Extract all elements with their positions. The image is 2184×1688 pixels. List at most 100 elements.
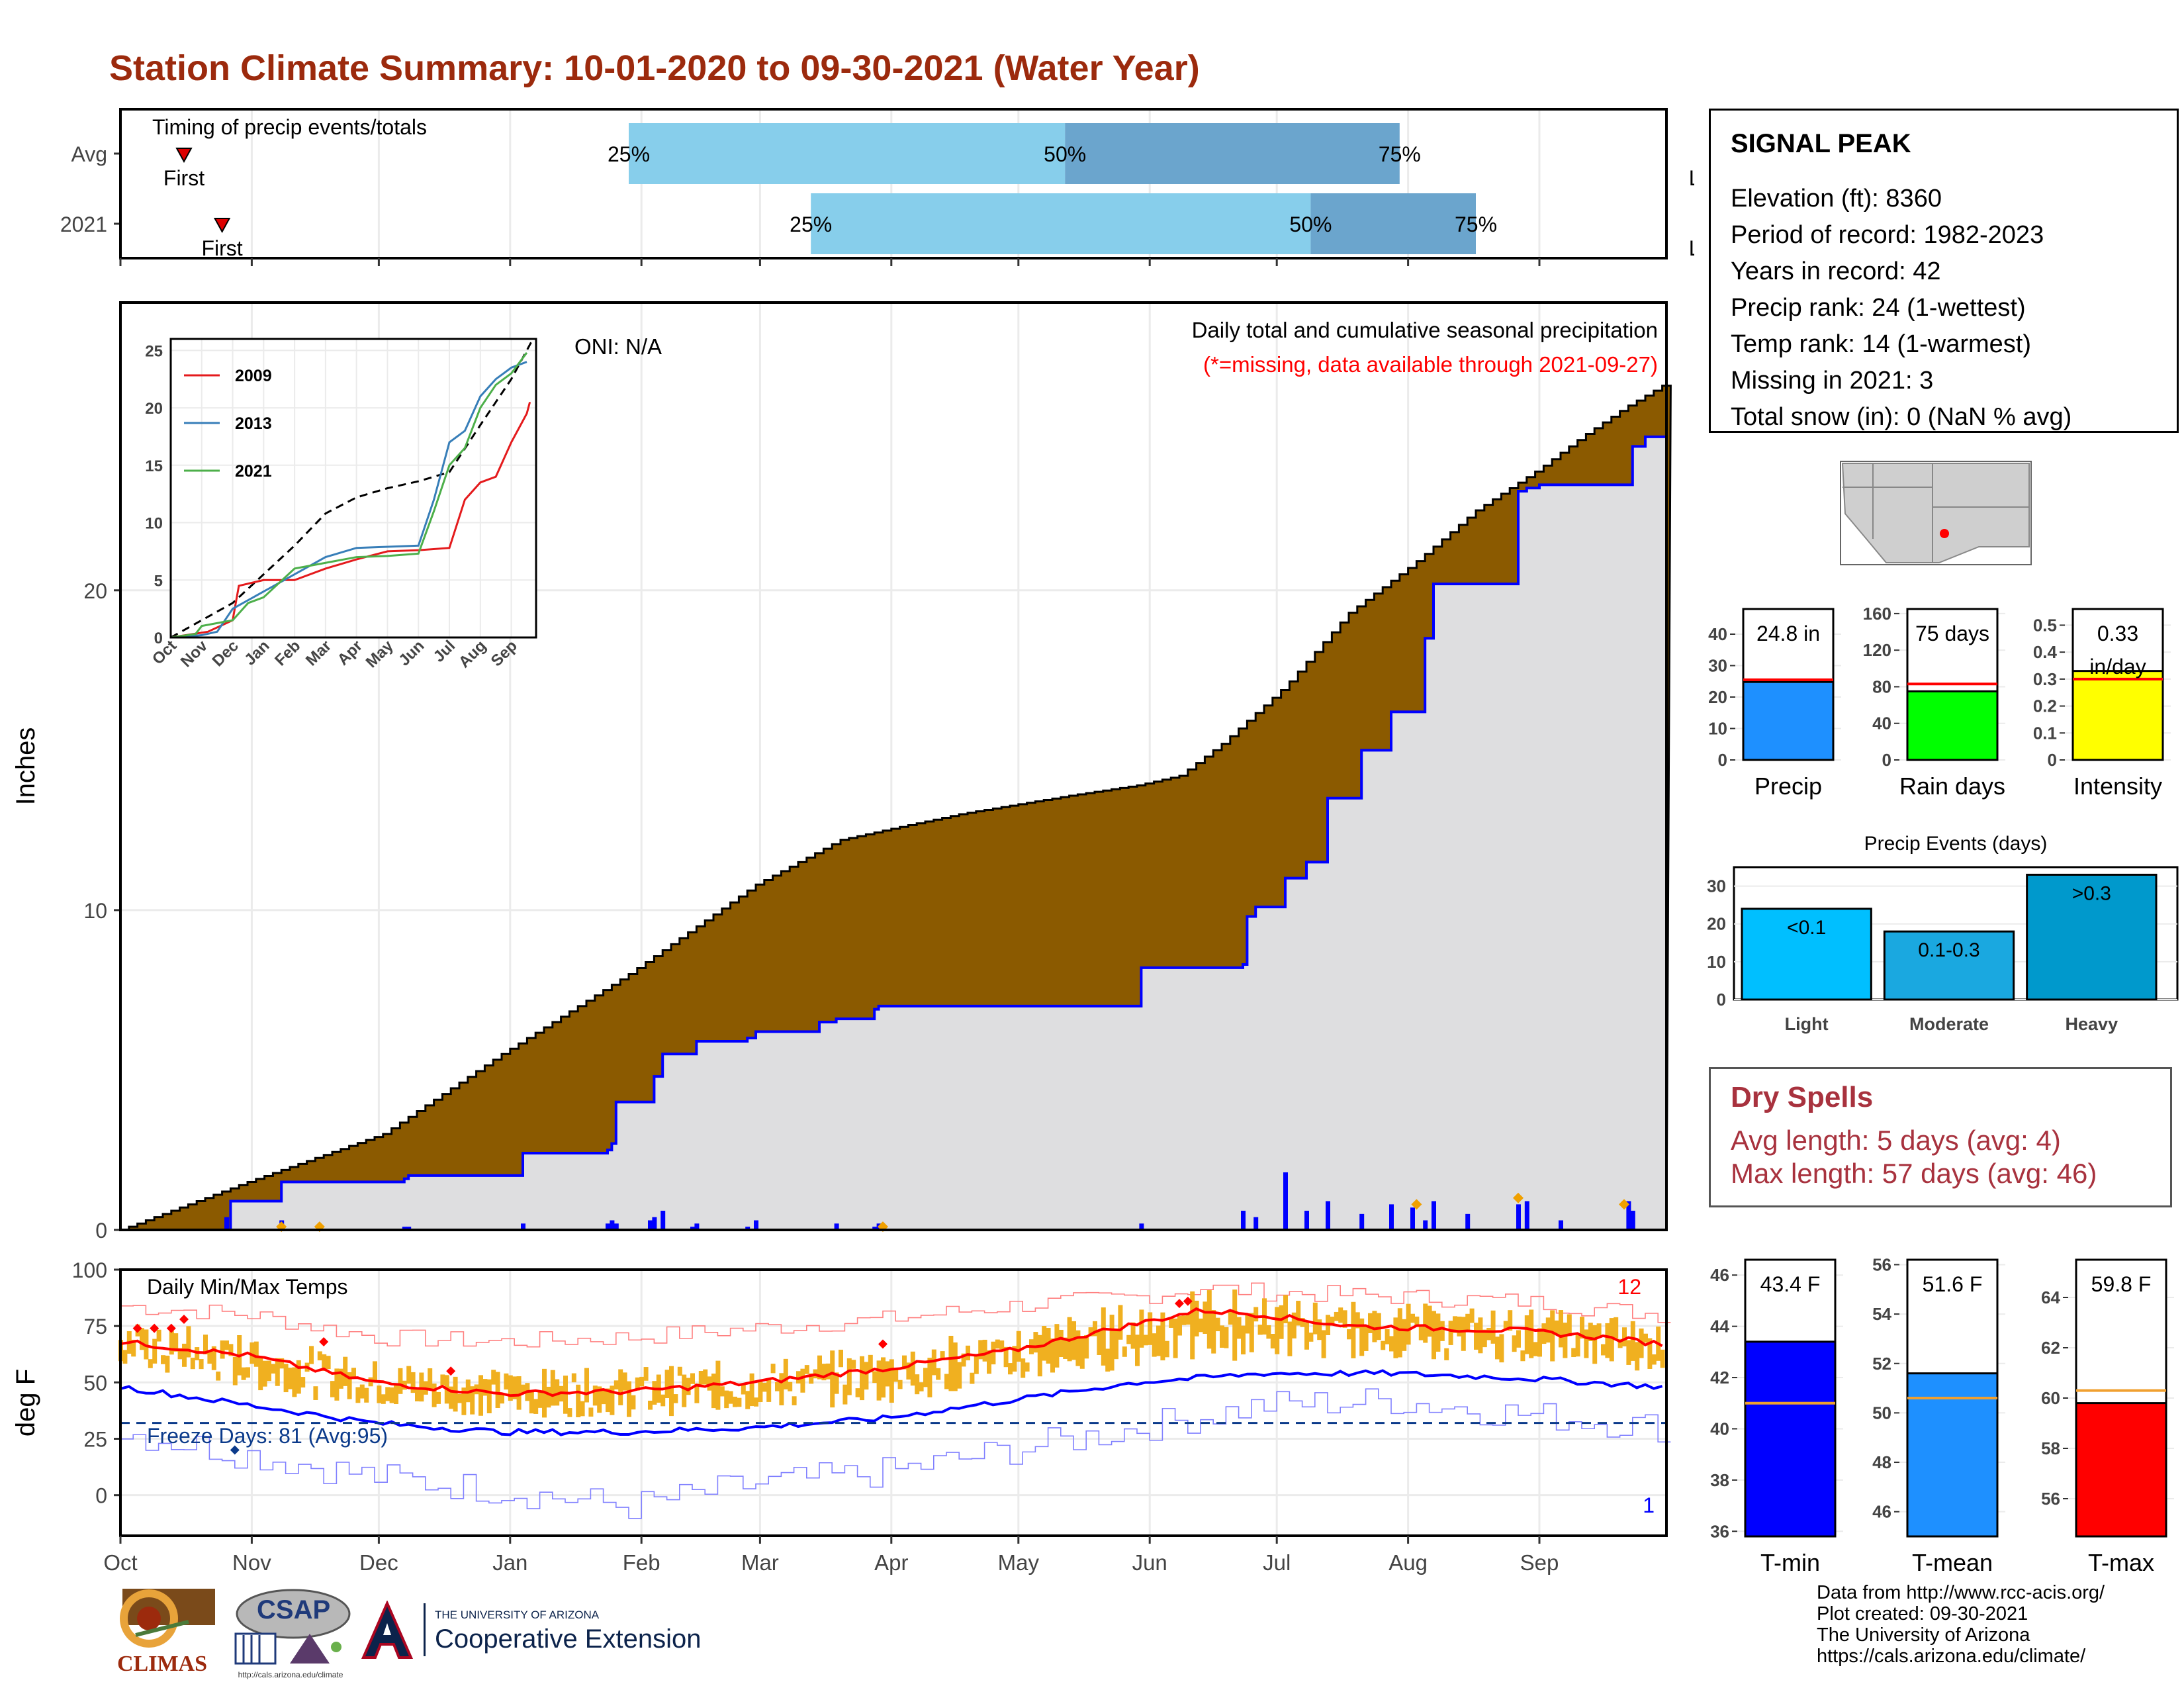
temp-daily-range-bar — [860, 1356, 864, 1401]
temp-daily-range-bar — [1199, 1318, 1203, 1333]
temp-daily-range-bar — [948, 1335, 954, 1391]
record-high-count: 12 — [1617, 1275, 1641, 1299]
temp-daily-range-bar — [1617, 1338, 1623, 1348]
small-bar-chart: 46 48 50 52 54 56 51.6 F T-mean — [1872, 1254, 2005, 1576]
month-label: Mar — [741, 1550, 779, 1575]
temp-daily-range-bar — [1563, 1323, 1568, 1358]
temp-record-high-marker — [132, 1323, 142, 1333]
temp-ytick-label: 100 — [72, 1258, 107, 1282]
temp-daily-range-bar — [1177, 1315, 1182, 1336]
credits: Data from http://www.rcc-acis.org/ Plot … — [1817, 1582, 2105, 1667]
small-bar-ytick-label: 58 — [2041, 1438, 2060, 1458]
timing-bar-25-50 — [811, 193, 1311, 254]
temp-record-high-marker — [878, 1339, 887, 1349]
small-bar-value — [1906, 690, 1999, 761]
temp-daily-range-bar — [377, 1385, 382, 1403]
temp-daily-range-bar — [1220, 1325, 1224, 1348]
temp-daily-range-bar — [1499, 1334, 1504, 1363]
precip-daily-bar — [690, 1227, 695, 1230]
page-title: Station Climate Summary: 10-01-2020 to 0… — [109, 48, 1200, 88]
ua-main-text: Cooperative Extension — [435, 1624, 702, 1654]
temp-daily-range-bar — [906, 1362, 911, 1380]
temp-daily-range-bar — [783, 1358, 788, 1389]
inset-ytick-label: 0 — [154, 630, 163, 647]
csap-url: http://cals.arizona.edu/climate — [238, 1670, 343, 1679]
temp-daily-range-bar — [610, 1385, 615, 1415]
precip-events-category: Heavy — [2066, 1014, 2118, 1034]
climas-emblem-icon — [120, 1589, 215, 1648]
temp-daily-range-bar — [719, 1386, 725, 1397]
timing-p75-label: 75% — [1455, 212, 1497, 236]
temp-daily-range-bar — [830, 1350, 835, 1408]
station-location-marker — [1940, 529, 1949, 538]
temp-daily-range-bar — [889, 1359, 894, 1403]
temp-daily-range-bar — [1427, 1305, 1432, 1337]
small-bar-ytick-label: 0 — [1718, 750, 1727, 770]
temp-daily-range-bar — [639, 1376, 645, 1387]
temp-daily-range-bar — [1279, 1305, 1284, 1339]
small-bar-ytick-label: 56 — [1872, 1254, 1891, 1274]
inset-series-line — [170, 352, 528, 639]
temp-daily-range-bar — [606, 1388, 610, 1413]
temp-daily-range-bar — [1075, 1330, 1081, 1366]
temp-daily-range-bar — [749, 1373, 754, 1407]
temp-daily-range-bar — [995, 1339, 1000, 1349]
precip-daily-bar — [1432, 1201, 1436, 1230]
inset-ytick-label: 10 — [145, 515, 163, 533]
oni-label: ONI: N/A — [574, 334, 662, 359]
main-chart-area: Timing of precip events/totals Avg 25% 50% 7… — [11, 108, 1694, 1575]
temp-daily-range-bar — [1351, 1301, 1356, 1358]
temp-daily-range-bar — [182, 1343, 187, 1367]
temp-daily-range-bar — [999, 1340, 1005, 1350]
temp-daily-range-bar — [1312, 1302, 1318, 1335]
temp-daily-range-bar — [288, 1368, 293, 1389]
temp-daily-range-bar — [770, 1364, 776, 1374]
timing-p50-label: 50% — [1044, 142, 1086, 166]
temp-daily-range-bar — [186, 1326, 191, 1358]
csap-logo: CSAP http://cals.arizona.edu/climate — [230, 1587, 351, 1680]
temp-daily-range-bar — [1101, 1307, 1106, 1366]
temp-daily-range-bar — [1330, 1317, 1335, 1326]
temp-daily-range-bar — [1033, 1332, 1038, 1353]
temp-daily-range-bar — [1453, 1316, 1457, 1333]
precip-events-bar-label: <0.1 — [1787, 917, 1826, 939]
temp-daily-range-bar — [317, 1351, 322, 1361]
small-bar-value-label: 75 days — [1915, 622, 1989, 645]
temp-daily-range-bar — [809, 1373, 814, 1384]
month-label: Jun — [1132, 1550, 1167, 1575]
month-label: May — [998, 1550, 1040, 1575]
temp-daily-range-bar — [940, 1351, 945, 1360]
precip-observed-area — [120, 436, 1666, 1230]
precip-daily-bar — [1359, 1213, 1365, 1230]
temp-daily-range-bar — [1215, 1317, 1220, 1332]
temp-daily-range-bar — [1516, 1330, 1521, 1348]
temp-daily-range-bar — [1079, 1338, 1085, 1369]
temp-daily-range-bar — [788, 1382, 793, 1391]
temp-daily-range-bar — [893, 1368, 899, 1382]
temp-daily-range-bar — [1410, 1313, 1415, 1323]
timing-last-label: Last — [1689, 236, 1694, 260]
precip-daily-bar — [694, 1223, 700, 1230]
temp-daily-range-bar — [398, 1368, 403, 1394]
temp-daily-range-bar — [733, 1396, 737, 1407]
temp-daily-range-bar — [555, 1379, 560, 1406]
precip-ylabel: Inches — [11, 727, 40, 806]
temp-daily-range-bar — [846, 1358, 852, 1395]
temp-daily-range-bar — [821, 1364, 827, 1381]
precip-daily-bar — [1626, 1201, 1631, 1230]
temp-daily-range-bar — [1024, 1362, 1030, 1372]
credit-line-url: https://cals.arizona.edu/climate/ — [1817, 1646, 2086, 1667]
temp-panel-label: Daily Min/Max Temps — [147, 1275, 347, 1299]
precip-daily-bar — [1304, 1211, 1309, 1230]
precip-daily-bar — [834, 1223, 839, 1230]
temp-daily-range-bar — [131, 1339, 136, 1357]
temp-daily-range-bar — [381, 1394, 386, 1404]
temp-daily-range-bar — [1114, 1329, 1118, 1360]
temp-daily-range-bar — [177, 1348, 183, 1360]
precip-events-chart: Precip Events (days) 0 10 20 30 <0.1 Light 0.1-… — [1707, 833, 2179, 1034]
temp-daily-range-bar — [199, 1359, 204, 1370]
timing-bar-50-75 — [1310, 193, 1476, 254]
temp-daily-range-bar — [1338, 1307, 1343, 1323]
dry-spells-avg: Avg length: 5 days (avg: 4) — [1731, 1125, 2061, 1156]
timing-bar-50-75 — [1065, 123, 1400, 184]
